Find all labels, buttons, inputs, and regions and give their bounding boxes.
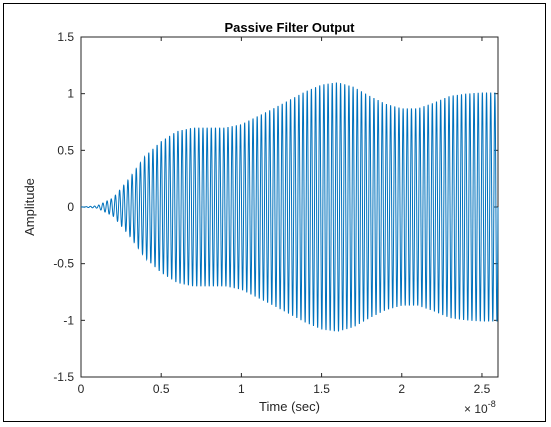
x-axis-exponent-base: × 10 xyxy=(464,402,488,416)
chart-svg: Passive Filter Output -1.5 -1 -0.5 0 0.5 1 1.5… xyxy=(22,20,499,416)
x-tick-label: 1 xyxy=(238,382,245,396)
x-axis-ticks: 0 0.5 1 1.5 2 2.5 xyxy=(78,37,491,396)
y-axis-ticks: -1.5 -1 -0.5 0 0.5 1 1.5 xyxy=(53,30,498,384)
x-tick-label: 2.5 xyxy=(474,382,491,396)
x-axis-label: Time (sec) xyxy=(259,399,320,414)
x-tick-label: 0.5 xyxy=(153,382,170,396)
x-tick-label: 0 xyxy=(78,382,85,396)
y-tick-label: 0 xyxy=(67,200,74,214)
y-tick-label: 1.5 xyxy=(57,30,74,44)
y-axis-label: Amplitude xyxy=(22,178,37,236)
chart-title: Passive Filter Output xyxy=(224,20,355,35)
y-tick-label: -1.5 xyxy=(53,370,74,384)
x-axis-exponent-power: -8 xyxy=(488,399,496,409)
y-tick-label: -1 xyxy=(63,313,74,327)
y-tick-label: 0.5 xyxy=(57,143,74,157)
y-tick-label: 1 xyxy=(67,87,74,101)
x-axis-exponent: × 10-8 xyxy=(464,399,496,416)
x-tick-label: 1.5 xyxy=(313,382,330,396)
figure-frame: Passive Filter Output -1.5 -1 -0.5 0 0.5 1 1.5… xyxy=(3,3,546,422)
x-tick-label: 2 xyxy=(398,382,405,396)
series-line xyxy=(81,82,499,332)
y-tick-label: -0.5 xyxy=(53,257,74,271)
